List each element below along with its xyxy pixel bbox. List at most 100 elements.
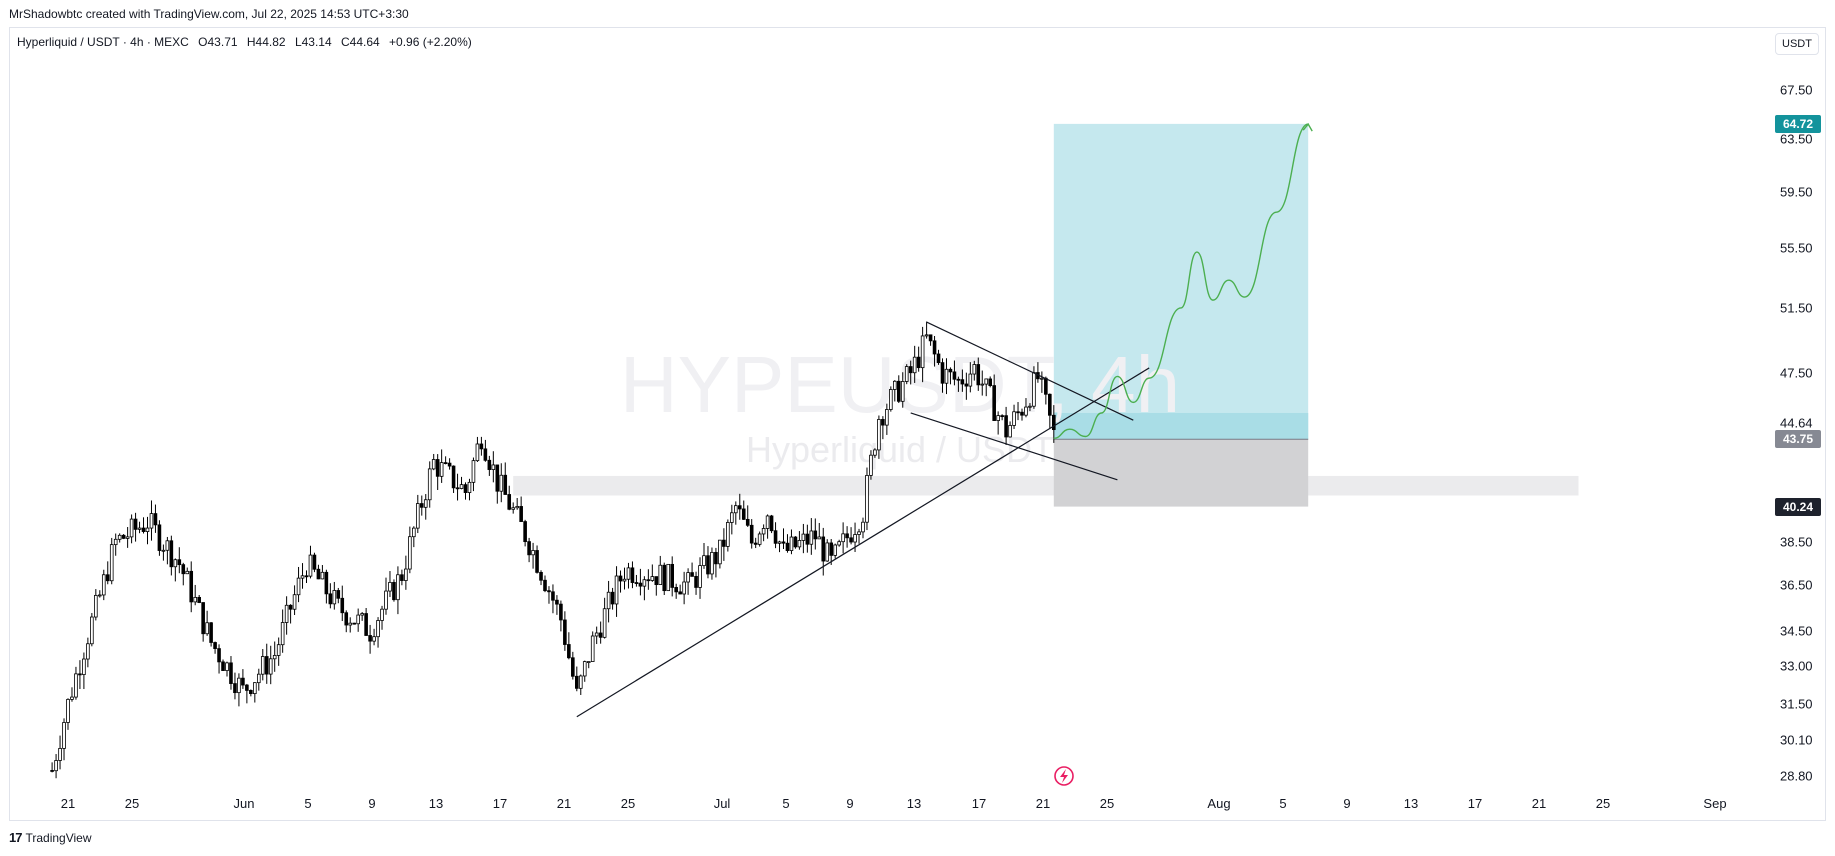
candle-body: [1008, 425, 1012, 438]
candle-body: [98, 594, 102, 597]
candle-35: [189, 561, 194, 613]
candle-body: [1012, 411, 1016, 426]
candle-204: [861, 517, 865, 539]
candle-body: [400, 574, 404, 581]
candle-body: [730, 512, 734, 523]
candle-body: [511, 507, 515, 510]
candle-37: [197, 594, 201, 604]
candle-body: [312, 554, 317, 570]
candle-body: [332, 590, 337, 605]
candle-body: [78, 673, 82, 676]
candle-21: [133, 512, 138, 542]
tradingview-logo[interactable]: 17 TradingView: [9, 830, 92, 845]
candle-214: [900, 372, 905, 408]
candle-32: [177, 547, 182, 574]
candle-8: [82, 652, 86, 690]
x-tick-label: 21: [1531, 796, 1547, 811]
candle-body: [173, 559, 178, 568]
x-tick-label: 21: [1035, 796, 1051, 811]
candle-83: [380, 605, 384, 630]
y-tick-label: 34.50: [1780, 623, 1813, 639]
candle-body: [666, 563, 671, 592]
candle-125: [547, 586, 551, 604]
candle-114: [503, 462, 508, 495]
candle-147: [634, 574, 639, 587]
candle-body: [618, 575, 623, 582]
candle-24: [145, 516, 150, 545]
candle-body: [105, 574, 110, 582]
candle-142: [614, 566, 619, 617]
candle-138: [598, 621, 603, 644]
entry-price-badge[interactable]: 43.75: [1775, 430, 1821, 449]
candle-body: [1016, 411, 1020, 414]
candle-body: [873, 449, 877, 456]
candle-15: [109, 537, 114, 585]
candle-105: [467, 478, 472, 501]
candle-156: [670, 556, 674, 597]
candle-154: [662, 562, 667, 595]
candle-11: [94, 589, 98, 621]
candle-217: [912, 345, 917, 383]
candle-body: [1052, 414, 1056, 431]
candle-3: [62, 718, 66, 761]
candle-body: [865, 475, 869, 523]
candle-body: [249, 690, 253, 695]
candle-191: [809, 518, 814, 555]
candle-121: [531, 542, 535, 569]
candle-body: [670, 563, 674, 588]
candle-body: [698, 565, 702, 588]
candle-42: [217, 644, 221, 674]
candle-65: [308, 545, 313, 579]
candle-209: [881, 416, 885, 440]
candle-body: [610, 591, 615, 605]
candle-body: [527, 541, 531, 556]
candle-body: [571, 657, 575, 677]
candle-249: [1040, 371, 1044, 393]
candle-body: [229, 662, 233, 684]
candle-240: [1004, 406, 1008, 445]
candle-5: [70, 687, 74, 702]
target-price-badge[interactable]: 64.72: [1775, 114, 1821, 133]
candle-body: [483, 448, 488, 461]
candle-body: [372, 636, 376, 642]
candle-167: [714, 547, 718, 578]
currency-unit-button[interactable]: USDT: [1775, 33, 1819, 55]
candle-180: [765, 514, 770, 539]
candle-18: [121, 533, 126, 540]
candle-104: [463, 482, 468, 500]
candle-164: [702, 543, 706, 569]
candle-body: [1020, 411, 1024, 416]
candle-body: [288, 604, 293, 610]
y-tick-label: 33.00: [1780, 658, 1813, 674]
candle-body: [642, 579, 647, 587]
event-bolt-icon[interactable]: [1054, 766, 1074, 786]
candle-body: [678, 591, 682, 595]
legend-symbol[interactable]: Hyperliquid / USDT · 4h · MEXC: [17, 35, 189, 49]
candle-82: [376, 617, 380, 648]
candle-226: [948, 367, 953, 385]
candle-225: [944, 358, 949, 395]
candle-60: [288, 604, 293, 624]
candle-body: [555, 599, 559, 605]
candle-1: [54, 754, 58, 779]
candle-241: [1008, 421, 1012, 438]
candle-body: [853, 534, 857, 543]
stop-price-badge[interactable]: 40.24: [1775, 497, 1821, 516]
candle-133: [578, 674, 583, 695]
candle-151: [650, 564, 655, 582]
candle-216: [908, 360, 913, 385]
x-tick-label: 25: [124, 796, 140, 811]
candle-220: [924, 321, 929, 339]
candle-34: [185, 567, 190, 575]
candle-body: [682, 581, 686, 595]
candle-body: [817, 536, 822, 540]
candle-143: [618, 570, 623, 593]
candle-38: [201, 602, 205, 642]
candle-92: [415, 494, 420, 534]
candle-body: [276, 644, 281, 656]
long-target-zone: [1053, 123, 1309, 440]
candle-152: [654, 576, 659, 596]
candle-body: [825, 542, 830, 562]
x-tick-label: 9: [368, 796, 376, 811]
